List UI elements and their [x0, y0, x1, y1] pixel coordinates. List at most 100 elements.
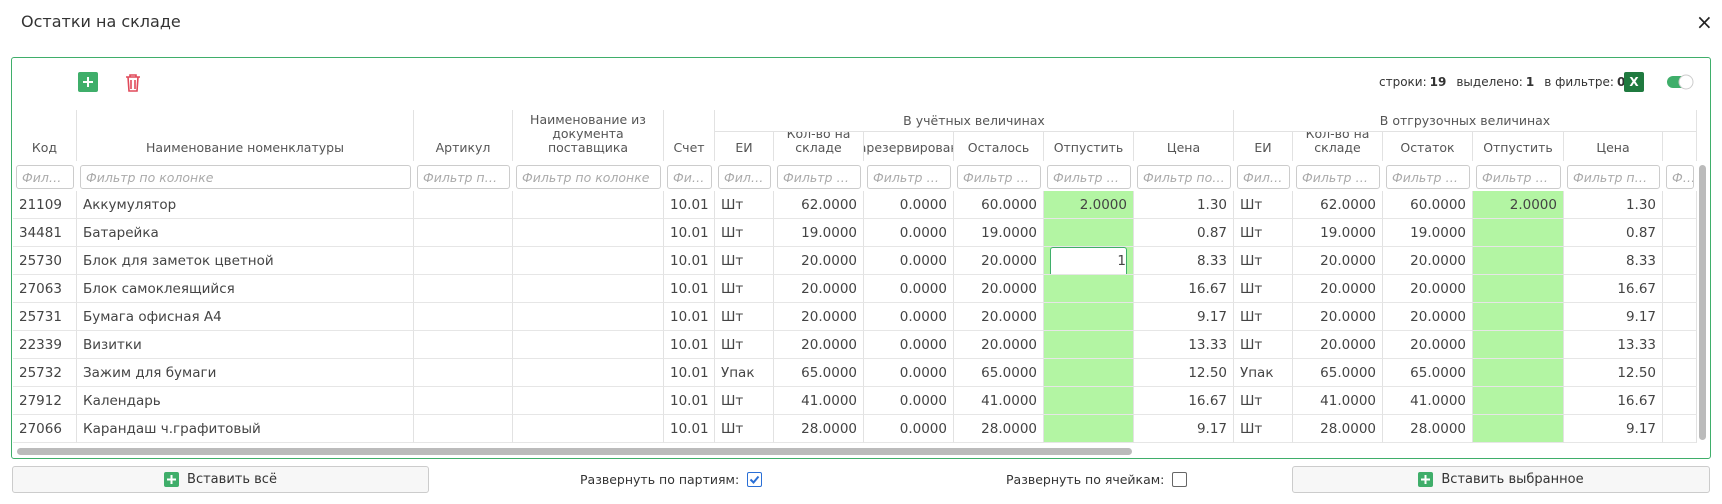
cell — [414, 359, 513, 387]
cell: Визитки — [77, 331, 414, 359]
add-button[interactable] — [78, 72, 100, 94]
release-cell[interactable] — [1044, 303, 1134, 331]
cell: 16.67 — [1564, 387, 1663, 415]
release-cell[interactable] — [1473, 219, 1564, 247]
release-cell[interactable] — [1473, 415, 1564, 443]
cell: 16.67 — [1134, 275, 1234, 303]
delete-button[interactable] — [122, 72, 144, 94]
release-cell[interactable]: 2.0000 — [1473, 191, 1564, 219]
filter-input[interactable]: Фильтр по колонке — [1137, 165, 1231, 189]
cell — [414, 303, 513, 331]
cell: 10.01 — [664, 303, 715, 331]
checkbox-field: Развернуть по ячейкам: — [1006, 472, 1188, 487]
cell: Упак — [715, 359, 774, 387]
toggle[interactable] — [1666, 74, 1694, 90]
filter-input[interactable]: Фильтр по колонке — [777, 165, 861, 189]
filter-input[interactable]: Фильтр по колонке — [667, 165, 712, 189]
stats: строки: 19 выделено: 1 в фильтре: 0 — [1379, 75, 1625, 89]
cell: 0.0000 — [864, 331, 954, 359]
button[interactable]: Вставить выбранное — [1292, 466, 1710, 493]
release-cell[interactable] — [1473, 331, 1564, 359]
cell: 13.33 — [1564, 331, 1663, 359]
cell — [1663, 219, 1697, 247]
cell: 25731 — [13, 303, 77, 331]
release-cell[interactable]: 1 — [1044, 247, 1134, 275]
release-cell[interactable] — [1473, 275, 1564, 303]
filter-input[interactable]: Фильтр по колонке — [16, 165, 74, 189]
cell: 60.0000 — [1383, 191, 1473, 219]
cell — [1663, 275, 1697, 303]
filter-input[interactable]: Фильтр по колонке — [718, 165, 771, 189]
cell — [513, 387, 664, 415]
table-panel — [11, 57, 1711, 459]
cell: 20.0000 — [774, 247, 864, 275]
release-cell[interactable]: 2.0000 — [1044, 191, 1134, 219]
cell: 27912 — [13, 387, 77, 415]
filter-input[interactable]: Фильтр по колонке — [80, 165, 411, 189]
cell: 19.0000 — [954, 219, 1044, 247]
column-header: ЕИ — [1234, 132, 1293, 161]
column-header: Зарезервировано — [864, 132, 954, 161]
filter-input[interactable]: Фильтр по колонке — [516, 165, 661, 189]
column-header: Кол-во на складе — [774, 132, 864, 161]
h-scrollbar[interactable] — [17, 448, 1132, 455]
filter-input[interactable]: Фильтр по колонке — [1296, 165, 1380, 189]
checkbox[interactable] — [747, 472, 763, 487]
filter-input[interactable]: Фильтр по колонке — [957, 165, 1041, 189]
filter-input[interactable]: Фильтр по колонке — [1386, 165, 1470, 189]
cell — [414, 415, 513, 443]
cell: 20.0000 — [1293, 275, 1383, 303]
cell: 19.0000 — [1383, 219, 1473, 247]
button[interactable]: Вставить всё — [12, 466, 429, 493]
cell: 22339 — [13, 331, 77, 359]
release-cell[interactable] — [1044, 387, 1134, 415]
release-cell[interactable] — [1044, 275, 1134, 303]
release-cell[interactable] — [1473, 359, 1564, 387]
cell: Шт — [715, 219, 774, 247]
release-cell[interactable] — [1044, 219, 1134, 247]
release-cell[interactable] — [1044, 415, 1134, 443]
cell: 60.0000 — [954, 191, 1044, 219]
cell: 0.0000 — [864, 415, 954, 443]
cell: Шт — [1234, 191, 1293, 219]
cell: 16.67 — [1564, 275, 1663, 303]
cell — [513, 331, 664, 359]
release-cell[interactable] — [1473, 387, 1564, 415]
cell: 0.0000 — [864, 303, 954, 331]
cell: 65.0000 — [1293, 359, 1383, 387]
cell-editor[interactable]: 1 — [1050, 247, 1127, 274]
cell: 0.0000 — [864, 219, 954, 247]
filter-input[interactable]: Фильтр по колонке — [867, 165, 951, 189]
cell: 20.0000 — [774, 275, 864, 303]
cell: 10.01 — [664, 331, 715, 359]
button-label: Вставить выбранное — [1441, 472, 1584, 487]
release-cell[interactable] — [1044, 331, 1134, 359]
release-cell[interactable] — [1473, 247, 1564, 275]
close-button[interactable]: × — [1696, 10, 1713, 34]
filter-input[interactable]: Фильтр по колонке — [1476, 165, 1561, 189]
column-header: Код — [13, 110, 77, 161]
excel-button[interactable]: X — [1624, 72, 1644, 92]
cell — [513, 219, 664, 247]
filter-input[interactable]: Фильтр по колонке — [1567, 165, 1660, 189]
filter-input[interactable]: Фильтр по колонке — [1237, 165, 1290, 189]
cell: Шт — [715, 415, 774, 443]
v-scrollbar[interactable] — [1699, 165, 1706, 440]
cell — [1663, 247, 1697, 275]
filter-input[interactable]: Фильтр по колонке — [417, 165, 510, 189]
cell: 65.0000 — [1383, 359, 1473, 387]
cell: 19.0000 — [774, 219, 864, 247]
cell: Шт — [1234, 219, 1293, 247]
checkbox[interactable] — [1172, 472, 1188, 487]
release-cell[interactable] — [1473, 303, 1564, 331]
release-cell[interactable] — [1044, 359, 1134, 387]
cell — [1663, 331, 1697, 359]
cell — [1663, 303, 1697, 331]
cell: 20.0000 — [774, 331, 864, 359]
stat: выделено: 1 — [1456, 75, 1534, 89]
cell: 8.33 — [1564, 247, 1663, 275]
filter-input[interactable]: Фильтр по колонке — [1047, 165, 1131, 189]
filter-input[interactable]: Фильтр по колонке — [1666, 165, 1694, 189]
cell — [414, 247, 513, 275]
stat: строки: 19 — [1379, 75, 1446, 89]
